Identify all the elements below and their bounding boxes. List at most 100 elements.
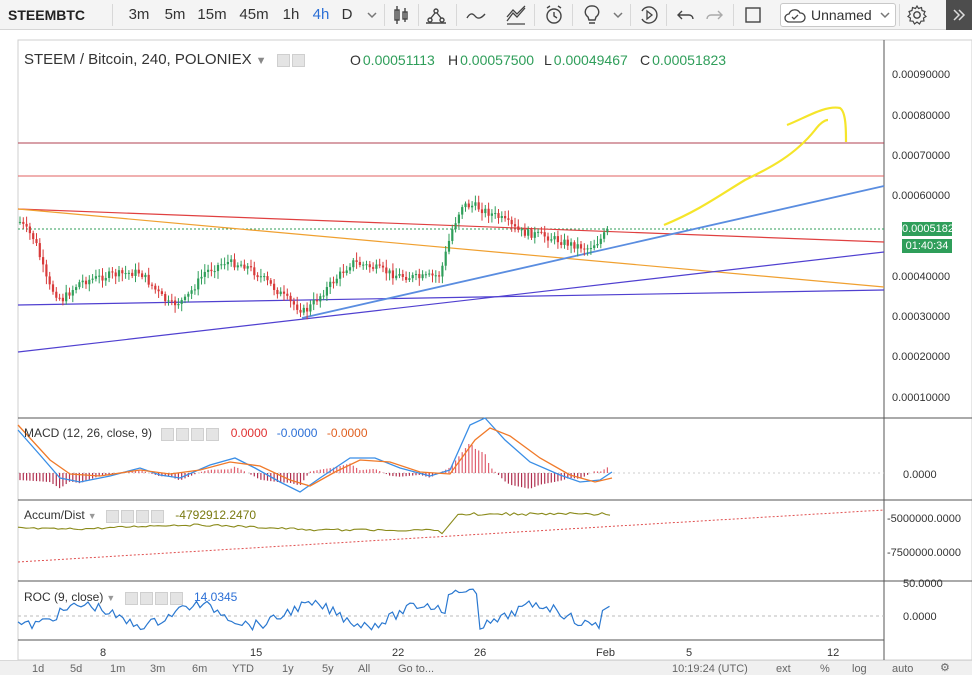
collapse-panel-button[interactable] <box>946 0 972 30</box>
close-icon[interactable] <box>206 427 220 441</box>
roc-axis-tick: 50.0000 <box>903 578 943 590</box>
settings-gear-icon[interactable] <box>905 3 929 27</box>
interval-3m[interactable]: 3m <box>128 6 150 23</box>
range-5d[interactable]: 5d <box>70 663 83 675</box>
candle-body <box>464 203 467 208</box>
roc-legend[interactable]: ROC (9, close) ▼ 14.0345 <box>24 590 237 605</box>
candle-body <box>286 293 289 296</box>
range-5y[interactable]: 5y <box>322 663 334 675</box>
candle-body <box>203 271 206 277</box>
candle-body <box>197 278 200 290</box>
range-all[interactable]: All <box>358 663 371 675</box>
idea-bulb-icon[interactable] <box>580 3 604 27</box>
candle-body <box>454 223 457 230</box>
candle-body <box>513 224 517 227</box>
candle-body <box>570 242 573 246</box>
candle-body <box>58 297 61 299</box>
line-tool-icon[interactable] <box>464 3 488 27</box>
ext-toggle[interactable]: ext <box>776 663 791 675</box>
log-toggle[interactable]: log <box>852 663 867 675</box>
interval-d[interactable]: D <box>341 6 353 23</box>
hide-icon[interactable] <box>105 509 119 523</box>
macd-legend-buttons <box>161 427 221 441</box>
candle-body <box>200 276 203 279</box>
candle-body <box>405 276 408 280</box>
bottom-gear-icon[interactable]: ⚙ <box>940 662 950 674</box>
current-price-tag: 0.00051823 <box>902 222 961 236</box>
time-tick: 8 <box>100 647 106 659</box>
toolbar-divider <box>534 4 535 26</box>
candle-body <box>507 218 510 220</box>
interval-45m[interactable]: 45m <box>239 6 269 23</box>
alert-icon[interactable] <box>542 3 566 27</box>
compare-icon[interactable] <box>504 3 528 27</box>
range-1y[interactable]: 1y <box>282 663 294 675</box>
roc-chevron-icon[interactable]: ▼ <box>106 593 116 603</box>
range-3m[interactable]: 3m <box>150 663 166 675</box>
trendline-purple <box>17 289 885 306</box>
candle-body <box>467 203 470 208</box>
indicators-icon[interactable] <box>424 3 448 27</box>
layout-save-button[interactable]: Unnamed <box>780 3 896 27</box>
price-axis-labels: 0.00090000 0.00080000 0.00070000 0.00060… <box>887 69 961 623</box>
goto-button[interactable]: Go to... <box>398 663 435 675</box>
range-6m[interactable]: 6m <box>192 663 208 675</box>
candle-body <box>375 264 378 269</box>
settings-icon[interactable] <box>139 591 153 605</box>
hide-icon[interactable] <box>161 427 175 441</box>
close-icon[interactable] <box>150 509 164 523</box>
fullscreen-icon[interactable] <box>741 3 765 27</box>
interval-4h[interactable]: 4h <box>312 6 330 23</box>
countdown-tag: 01:40:34 <box>902 239 952 253</box>
candle-body <box>345 270 348 274</box>
auto-toggle[interactable]: auto <box>892 663 914 675</box>
settings-icon[interactable] <box>291 54 305 68</box>
candle-body <box>315 299 319 302</box>
settings-icon[interactable] <box>120 509 134 523</box>
symbol-search[interactable]: STEEMBTC <box>8 7 85 23</box>
percent-toggle[interactable]: % <box>820 663 830 675</box>
accum-axis-tick: -7500000.0000 <box>887 547 961 559</box>
redo-icon[interactable] <box>702 3 726 27</box>
range-1m[interactable]: 1m <box>110 663 126 675</box>
interval-5m[interactable]: 5m <box>164 6 186 23</box>
candle-body <box>395 275 398 279</box>
accum-chevron-icon[interactable]: ▼ <box>87 511 97 521</box>
idea-dropdown-chevron-icon[interactable] <box>606 3 630 27</box>
interval-15m[interactable]: 15m <box>197 6 227 23</box>
main-series-legend[interactable]: STEEM / Bitcoin, 240, POLONIEX ▼ <box>24 51 307 69</box>
candle-body <box>576 244 579 249</box>
candle-body <box>335 278 338 284</box>
range-1d[interactable]: 1d <box>32 663 45 675</box>
add-icon[interactable] <box>154 591 168 605</box>
interval-1h[interactable]: 1h <box>282 6 300 23</box>
accum-legend[interactable]: Accum/Dist ▼ -4792912.2470 <box>24 508 256 523</box>
settings-icon[interactable] <box>176 427 190 441</box>
replay-icon[interactable] <box>637 3 661 27</box>
close-icon[interactable] <box>169 591 183 605</box>
price-tick: 0.00010000 <box>892 392 950 404</box>
range-ytd[interactable]: YTD <box>232 663 254 675</box>
trendline-purple-2 <box>17 251 885 353</box>
candle-body <box>583 248 586 250</box>
candles-icon[interactable] <box>389 3 413 27</box>
utc-clock[interactable]: 10:19:24 (UTC) <box>672 663 748 675</box>
macd-legend[interactable]: MACD (12, 26, close, 9) 0.0000 -0.0000 -… <box>24 426 368 441</box>
accum-axis-tick: -5000000.0000 <box>887 513 961 525</box>
layout-dropdown-chevron-icon[interactable] <box>873 3 897 27</box>
interval-dropdown-chevron-icon[interactable] <box>360 3 384 27</box>
candle-body <box>91 278 94 280</box>
accum-value: -4792912.2470 <box>175 508 257 522</box>
candle-body <box>358 261 361 265</box>
candle-body <box>282 291 286 294</box>
candle-body <box>477 202 480 210</box>
add-icon[interactable] <box>191 427 205 441</box>
hide-icon[interactable] <box>124 591 138 605</box>
undo-icon[interactable] <box>674 3 698 27</box>
hide-icon[interactable] <box>276 54 290 68</box>
legend-chevron-icon[interactable]: ▼ <box>255 55 267 67</box>
candle-body <box>42 257 45 265</box>
add-icon[interactable] <box>135 509 149 523</box>
